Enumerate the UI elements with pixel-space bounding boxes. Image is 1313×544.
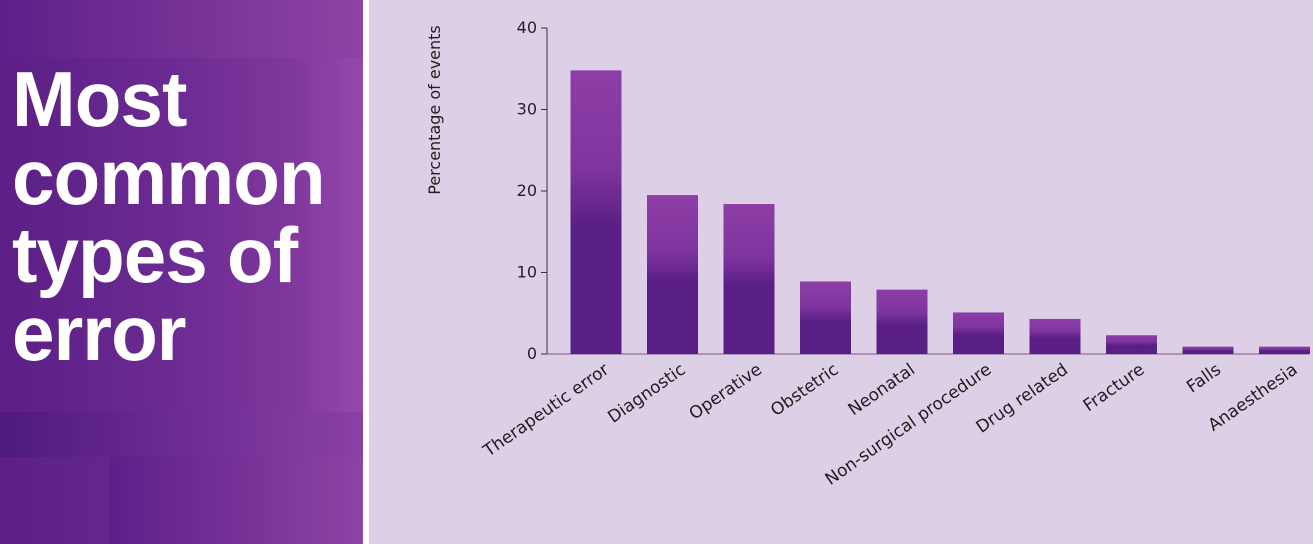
bar <box>876 289 928 354</box>
panel-sheen <box>290 58 363 412</box>
bar <box>1029 318 1081 354</box>
panel-top-band <box>0 0 363 58</box>
panel-title-line: types of <box>12 211 298 299</box>
x-tick-label: Neonatal <box>845 360 919 420</box>
x-tick-label: Diagnostic <box>604 360 689 428</box>
y-tick-label: 40 <box>517 18 537 37</box>
x-tick-label: Fracture <box>1080 360 1149 416</box>
x-tick-label: Falls <box>1183 360 1225 398</box>
y-tick-label: 20 <box>517 181 537 200</box>
title-panel: Most common types of error <box>0 0 363 544</box>
bar-chart: 0 10 20 30 40 Therapeutic errorDiagnosticOpe… <box>425 18 1310 490</box>
panel-divider <box>363 0 369 544</box>
x-tick-label: Operative <box>686 360 766 425</box>
x-tick-label: Therapeutic error <box>479 360 613 462</box>
panel-lower-band <box>0 412 363 457</box>
bar <box>1106 335 1157 354</box>
y-axis-title: Percentage of events <box>425 25 444 195</box>
panel-title-line: Most <box>12 55 187 143</box>
bar <box>570 70 622 354</box>
y-tick-label: 10 <box>517 263 537 282</box>
x-tick-label: Obstetric <box>767 360 842 421</box>
panel-title: Most common types of error <box>12 60 331 372</box>
panel-title-line: common <box>12 133 326 221</box>
panel-title-line: error <box>12 289 187 377</box>
bar <box>800 281 851 354</box>
bar <box>647 195 698 354</box>
y-tick-label: 30 <box>517 100 537 119</box>
bars <box>570 70 1310 354</box>
y-tick-label: 0 <box>527 344 537 363</box>
bar <box>1259 346 1310 354</box>
bar <box>723 204 775 354</box>
bar <box>1182 346 1234 354</box>
chart-panel: 0 10 20 30 40 Therapeutic error Diagnostic Ope… <box>369 0 1313 544</box>
bar <box>953 312 1004 354</box>
panel-bottom-band <box>110 457 363 544</box>
